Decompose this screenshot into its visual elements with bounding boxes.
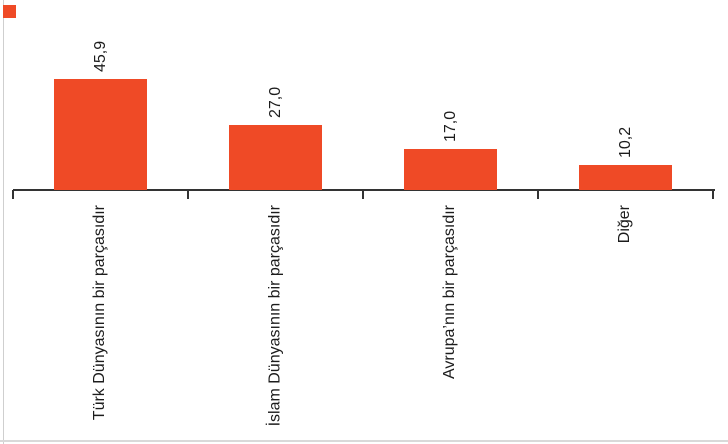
x-axis-tick (362, 190, 364, 199)
x-axis-line (13, 189, 715, 191)
bar-value-label: 45,9 (91, 40, 109, 72)
bar-value-label: 17,0 (441, 110, 459, 142)
left-border-line (3, 0, 4, 444)
x-axis-tick (12, 190, 14, 199)
x-axis-tick (712, 190, 714, 199)
bottom-border-line (0, 440, 728, 442)
category-label: İslam Dünyasının bir parçasıdır (266, 205, 284, 427)
bar-1 (54, 79, 147, 190)
bar-value-label: 10,2 (616, 126, 634, 158)
x-axis-tick (537, 190, 539, 199)
bar-4 (579, 165, 672, 190)
bar-2 (229, 125, 322, 190)
bar-3 (404, 149, 497, 190)
category-label: Türk Dünyasının bir parçasıdır (91, 205, 109, 421)
legend-marker (3, 5, 16, 18)
category-label: Diğer (616, 205, 634, 244)
x-axis-tick (187, 190, 189, 199)
category-label: Avrupa’nın bir parçasıdır (441, 205, 459, 380)
bar-value-label: 27,0 (266, 86, 284, 118)
